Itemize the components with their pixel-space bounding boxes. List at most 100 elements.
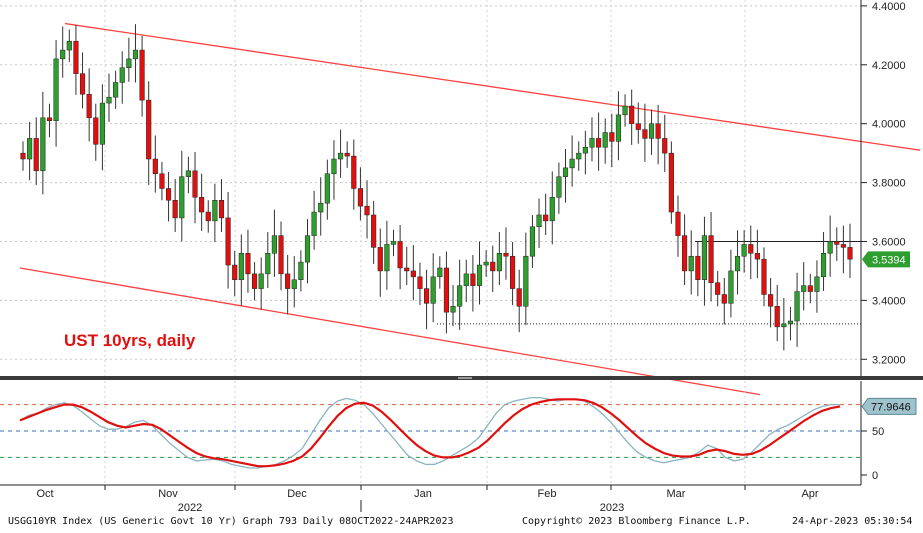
candle-body — [655, 123, 661, 139]
candle-body — [721, 294, 727, 304]
candle-body — [225, 217, 231, 266]
candle-body — [66, 40, 72, 51]
candle-body — [582, 146, 588, 154]
candle-body — [132, 49, 139, 60]
candle-body — [179, 176, 185, 219]
rsi-grid — [0, 381, 861, 485]
candle-body — [734, 255, 741, 272]
candle-body — [146, 99, 152, 160]
candle-body — [450, 306, 456, 313]
candle-body — [311, 211, 317, 236]
candle-body — [218, 200, 225, 219]
candle-body — [463, 273, 469, 286]
candle-body — [205, 211, 211, 222]
candle-body — [404, 267, 410, 272]
candle-body — [688, 255, 694, 272]
candle-body — [251, 273, 258, 289]
pane-divider-grip[interactable] — [458, 377, 472, 379]
candle-body — [298, 261, 304, 281]
candle-body — [417, 276, 423, 289]
chart-annotation: UST 10yrs, daily — [64, 331, 196, 350]
rsi-lines — [19, 396, 841, 469]
candle-body — [357, 188, 363, 207]
candle-body — [20, 152, 26, 160]
candle-body — [291, 279, 297, 289]
candle-body — [483, 261, 489, 266]
candle-body — [675, 211, 681, 236]
channel-lines — [19, 22, 921, 396]
candle-body — [754, 253, 760, 260]
candle-body — [490, 261, 496, 272]
rsi-tick-label: 0 — [872, 470, 878, 482]
candle-body — [397, 241, 403, 269]
price-tick-label: 3.2000 — [872, 354, 906, 366]
rsi-last-tag — [861, 397, 917, 415]
candle-body — [139, 49, 145, 101]
rsi-axis: 0 50 77.9646 — [860, 381, 917, 485]
candle-body — [106, 96, 112, 104]
month-label: Dec — [287, 488, 307, 500]
candle-body — [410, 270, 416, 278]
candle-body — [549, 197, 555, 222]
year-label: 2022 — [178, 502, 202, 514]
price-tick-label: 4.2000 — [872, 60, 906, 72]
candle-body — [602, 132, 608, 148]
candle-body — [715, 282, 721, 295]
month-label: Mar — [667, 488, 686, 500]
candle-body — [152, 158, 158, 174]
candle-body — [496, 253, 502, 272]
candle-body — [331, 158, 337, 174]
candle-body — [695, 255, 701, 281]
candle-body — [212, 200, 218, 222]
candle-body — [324, 173, 330, 204]
candle-body — [384, 244, 390, 272]
candle-body — [443, 267, 449, 313]
candle-body — [662, 138, 668, 154]
candle-body — [543, 214, 549, 222]
candle-body — [596, 138, 602, 148]
year-label: 2023 — [600, 502, 624, 514]
footer-timestamp: 24-Apr-2023 05:30:54 — [792, 516, 913, 527]
price-axis: 3.2000 3.4000 3.6000 3.8000 4.0000 4.2000 4.40… — [860, 0, 910, 376]
candle-body — [834, 241, 840, 245]
candle-body — [682, 235, 688, 272]
price-tick-label: 3.6000 — [872, 236, 906, 248]
candle-body — [781, 323, 787, 328]
candle-body — [159, 173, 165, 189]
candle-body — [768, 294, 774, 307]
candle-body — [199, 197, 205, 213]
candle-body — [278, 235, 284, 275]
candle-body — [807, 285, 813, 292]
rsi-last-label: 77.9646 — [871, 401, 911, 413]
rsi-tick-label: 50 — [872, 426, 884, 438]
footer: USGG10YR Index (US Generic Govt 10 Yr) G… — [0, 514, 923, 533]
candle-body — [569, 158, 575, 169]
candle-body — [787, 320, 794, 325]
candle-body — [761, 258, 767, 295]
channel-upper-line — [64, 22, 921, 151]
candle-body — [232, 264, 238, 281]
candle-body — [827, 241, 833, 254]
candle-body — [741, 244, 747, 257]
candle-body — [668, 152, 674, 213]
candle-body — [79, 73, 86, 95]
candle-body — [635, 123, 641, 130]
candles — [20, 24, 853, 351]
candle-body — [774, 306, 780, 328]
candle-body — [351, 155, 357, 189]
candle-body — [503, 253, 509, 257]
candle-body — [609, 132, 615, 142]
candle-body — [113, 82, 119, 98]
price-tick-label: 4.0000 — [872, 119, 906, 131]
price-grid — [0, 0, 861, 376]
candle-body — [748, 244, 754, 254]
candle-body — [701, 235, 708, 281]
candle-body — [40, 117, 46, 172]
candle-body — [523, 255, 529, 307]
candle-body — [390, 241, 397, 245]
candle-body — [814, 276, 820, 292]
candle-body — [516, 288, 522, 307]
candle-body — [840, 244, 846, 248]
candle-body — [556, 176, 562, 198]
candle-body — [622, 105, 628, 116]
